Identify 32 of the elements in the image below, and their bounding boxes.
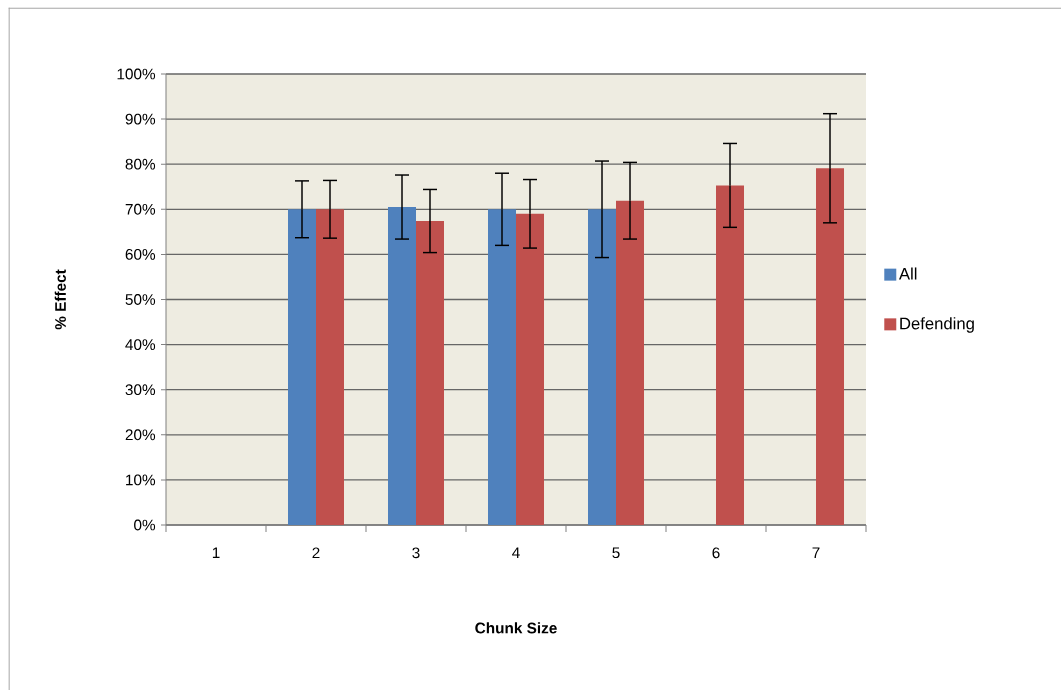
y-tick-label: 30% (125, 384, 156, 396)
y-tick-label: 20% (125, 429, 156, 441)
y-tick-label: 40% (125, 339, 156, 351)
y-tick-label: 80% (125, 158, 156, 170)
x-axis-title: Chunk Size (475, 622, 557, 634)
y-tick-label: 90% (125, 113, 156, 125)
x-tick-label: 1 (212, 547, 220, 558)
bar (316, 209, 344, 525)
y-axis-title: % Effect (54, 269, 66, 330)
y-tick-label: 10% (126, 474, 156, 486)
y-tick-label: 60% (125, 248, 156, 260)
bar (388, 207, 417, 525)
y-tick-label: 70% (125, 203, 156, 215)
x-tick-label: 2 (312, 547, 320, 559)
y-tick-label: 0% (134, 519, 156, 531)
legend-label: Defending (900, 317, 974, 333)
bar (616, 200, 645, 525)
x-tick-label: 3 (412, 547, 420, 559)
bar (816, 168, 845, 525)
bar (416, 221, 444, 525)
y-tick-label: 100% (117, 68, 156, 80)
bar (488, 209, 516, 525)
bar (288, 209, 316, 525)
x-tick-label: 4 (512, 547, 520, 558)
bar (716, 185, 745, 525)
bar (588, 209, 617, 525)
y-tick-label: 50% (125, 294, 156, 305)
bar (516, 213, 544, 525)
legend-label: All (898, 267, 917, 280)
x-tick-label: 7 (812, 547, 820, 558)
x-tick-label: 6 (712, 547, 720, 559)
x-tick-label: 5 (612, 547, 620, 559)
